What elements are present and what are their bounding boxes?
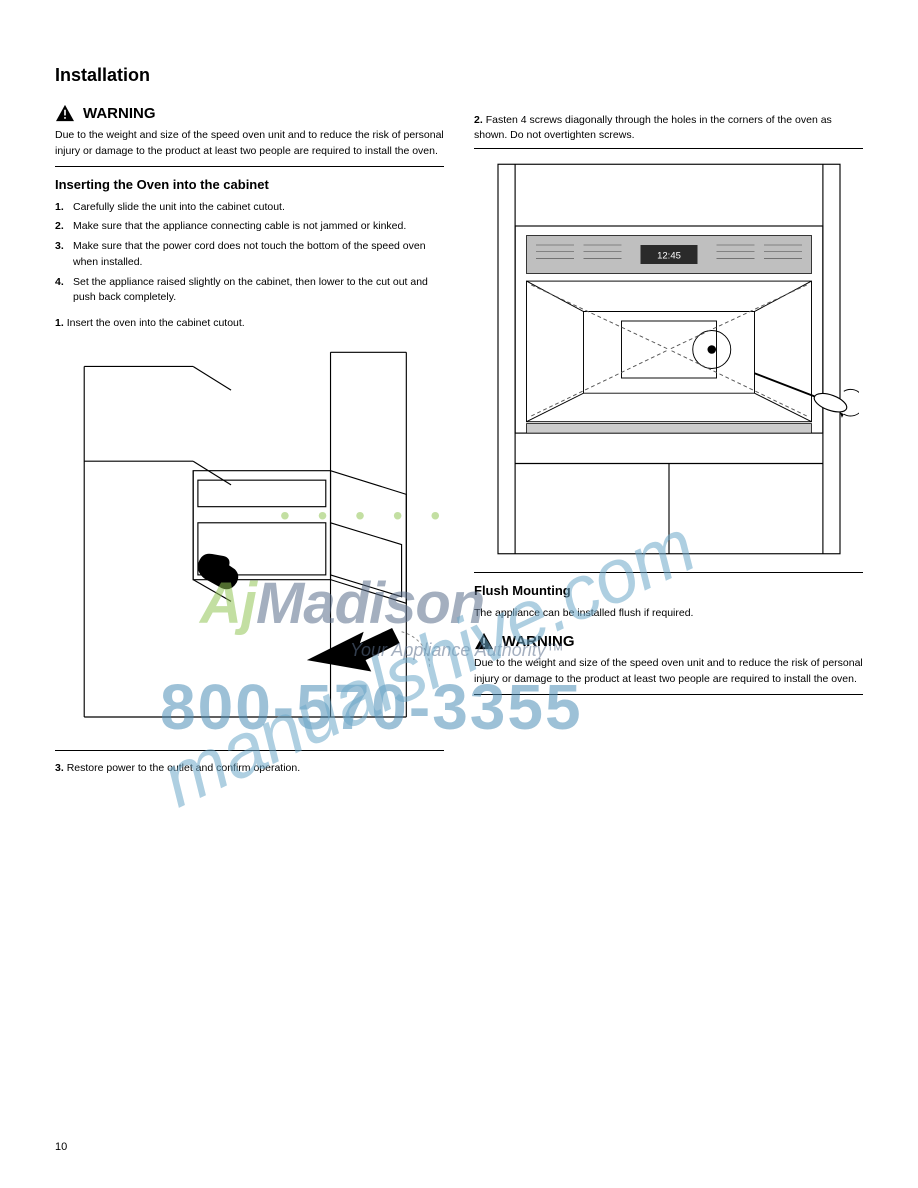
item-number: 4. [55,275,73,307]
screwdriver-icon [754,374,859,419]
step-1-text: Insert the oven into the cabinet cutout. [67,317,245,329]
list-item: 2. Make sure that the appliance connecti… [55,219,444,235]
figure-insert-oven [55,337,444,742]
warning-triangle-icon [474,632,494,650]
warning-triangle-icon [55,104,75,122]
warning-row-left: WARNING [55,104,444,122]
step-3-label: 3. Restore power to the outlet and confi… [55,761,444,776]
item-text: Set the appliance raised slightly on the… [73,275,444,307]
divider [474,572,863,573]
warning-row-right: WARNING [474,632,863,650]
divider [474,148,863,149]
step-3-number: 3. [55,762,64,774]
flush-body: The appliance can be installed flush if … [474,606,863,622]
divider [55,166,444,167]
list-item: 1. Carefully slide the unit into the cab… [55,200,444,216]
insert-list: 1. Carefully slide the unit into the cab… [55,200,444,307]
figure-screw-oven: 12:45 [474,159,863,564]
item-text: Make sure that the appliance connecting … [73,219,444,235]
divider [474,694,863,695]
warning-body-left: Due to the weight and size of the speed … [55,128,444,160]
glove-icon [197,553,237,589]
divider [55,750,444,751]
item-number: 2. [55,219,73,235]
step-2-label: 2. Fasten 4 screws diagonally through th… [474,113,863,142]
step-1-label: 1. Insert the oven into the cabinet cuto… [55,316,444,331]
clock-display: 12:45 [657,251,681,262]
item-text: Carefully slide the unit into the cabine… [73,200,444,216]
step-2-number: 2. [474,114,483,126]
warning-body-right: Due to the weight and size of the speed … [474,656,863,688]
step-2-text: Fasten 4 screws diagonally through the h… [474,114,832,141]
warning-label-left: WARNING [83,105,156,122]
step-3-text: Restore power to the outlet and confirm … [67,762,300,774]
list-item: 3. Make sure that the power cord does no… [55,239,444,271]
item-number: 3. [55,239,73,271]
screw-guide-lines [531,285,807,416]
subsection-title-insert: Inserting the Oven into the cabinet [55,177,444,192]
subsection-title-flush: Flush Mounting [474,583,863,598]
arrow-insert-icon [306,628,399,672]
section-title-installation: Installation [55,65,444,86]
warning-label-right: WARNING [502,633,575,650]
page-number: 10 [55,1141,67,1153]
item-number: 1. [55,200,73,216]
oven-handle [526,424,811,434]
item-text: Make sure that the power cord does not t… [73,239,444,271]
list-item: 4. Set the appliance raised slightly on … [55,275,444,307]
step-1-number: 1. [55,317,64,329]
